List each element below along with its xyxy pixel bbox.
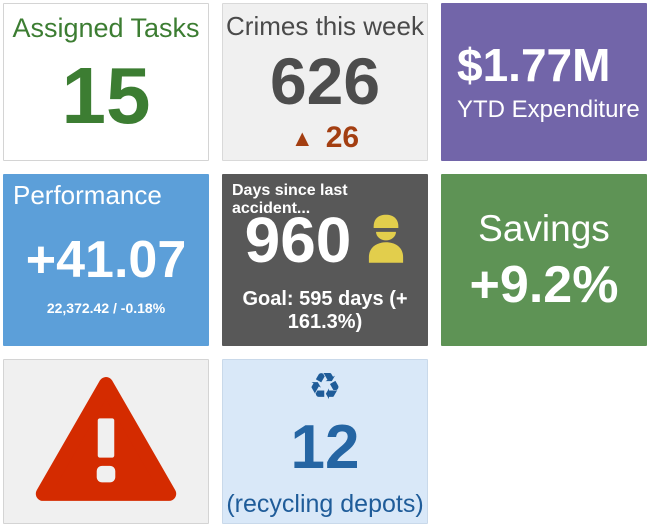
accident-value: 960 [244, 204, 352, 276]
recycling-value: 12 [290, 412, 360, 482]
empty-cell [441, 359, 647, 524]
crimes-value: 626 [269, 44, 381, 118]
savings-value: +9.2% [469, 256, 619, 315]
card-performance: Performance +41.07 22,372.42 / -0.18% [3, 174, 209, 346]
performance-detail: 22,372.42 / -0.18% [46, 300, 166, 316]
expenditure-value: $1.77M [457, 38, 611, 91]
warning-triangle-icon [33, 375, 179, 508]
assigned-tasks-value: 15 [61, 51, 151, 140]
crimes-title: Crimes this week [226, 11, 424, 41]
accident-value-row: 960 [222, 174, 428, 288]
worker-icon [367, 213, 405, 268]
savings-title: Savings [478, 207, 610, 249]
card-savings: Savings +9.2% [441, 174, 647, 346]
assigned-tasks-title: Assigned Tasks [12, 13, 200, 43]
card-crimes-this-week: Crimes this week 626 ▲ 26 [222, 3, 428, 161]
recycling-label: (recycling depots) [226, 490, 424, 518]
accident-goal: Goal: 595 days (+ 161.3%) [242, 288, 408, 333]
crimes-delta: ▲ 26 [291, 123, 359, 153]
card-assigned-tasks: Assigned Tasks 15 [3, 3, 209, 161]
card-recycling-depots: ♻ 12 (recycling depots) [222, 359, 428, 524]
performance-value: +41.07 [25, 231, 187, 289]
delta-up-triangle-icon: ▲ [290, 124, 314, 151]
expenditure-label: YTD Expenditure [457, 96, 640, 124]
recycle-icon: ♻ [308, 366, 342, 407]
card-ytd-expenditure: $1.77M YTD Expenditure [441, 3, 647, 161]
accident-title: Days since last accident... [232, 182, 348, 217]
crimes-delta-value: 26 [325, 121, 360, 154]
performance-title: Performance [13, 180, 162, 210]
card-warning [3, 359, 209, 524]
card-days-since-accident: Days since last accident... 960 Goal: 59… [222, 174, 428, 346]
